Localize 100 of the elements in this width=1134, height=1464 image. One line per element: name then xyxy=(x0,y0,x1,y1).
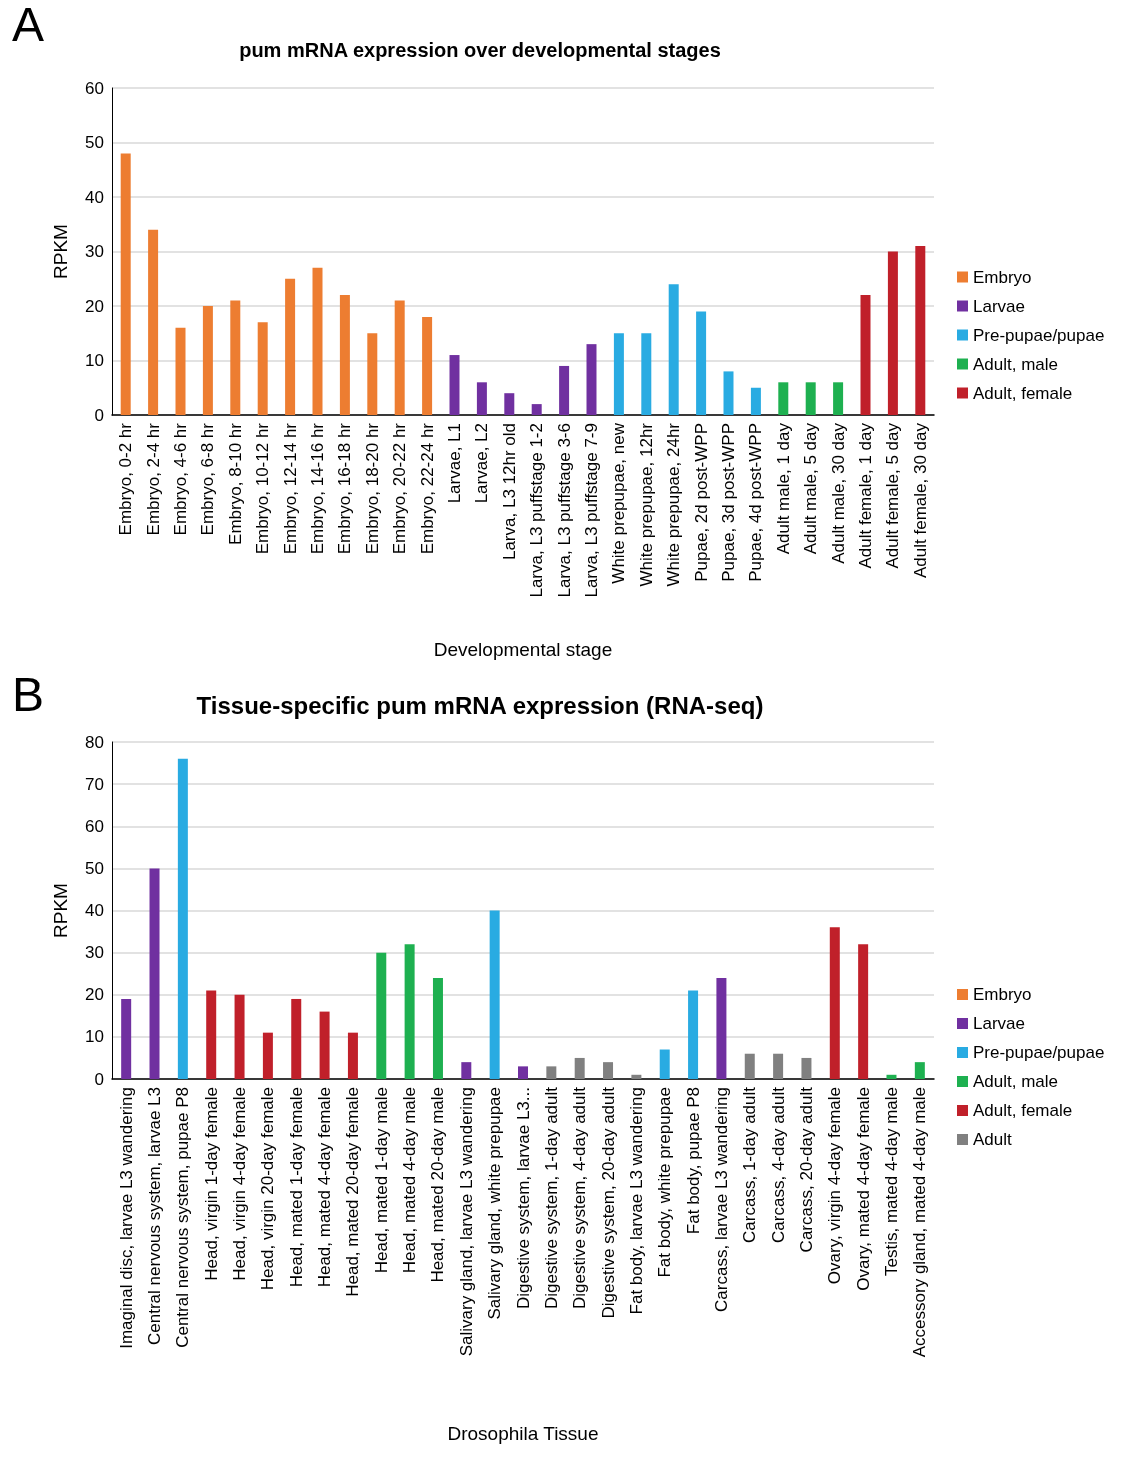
y-tick-label: 30 xyxy=(85,943,104,963)
bar xyxy=(586,344,597,415)
text: A xyxy=(12,0,45,51)
x-tick-label: Head, mated 1-day female xyxy=(286,1087,306,1288)
y-tick-label: 10 xyxy=(85,1027,104,1047)
x-tick-label: Head, mated 4-day male xyxy=(400,1087,420,1274)
y-tick-label: 50 xyxy=(85,133,104,152)
bar xyxy=(858,944,869,1079)
x-tick-label: Adult female, 30 day xyxy=(910,422,930,578)
bar xyxy=(531,404,542,415)
x-tick-label: Testis, mated 4-day male xyxy=(881,1087,901,1276)
x-tick-label: Carcass, larvae L3 wandering xyxy=(711,1087,731,1312)
bar xyxy=(504,393,515,415)
x-tick-label: Adult male, 1 day xyxy=(773,422,793,555)
x-tick-label: Head, virgin 20-day female xyxy=(258,1087,278,1291)
y-tick-label: 30 xyxy=(85,242,104,261)
x-tick-label: Larva, L3 puffstage 7-9 xyxy=(582,423,601,598)
bar xyxy=(805,382,816,415)
x-tick-label: Salivary gland, larvae L3 wandering xyxy=(456,1087,476,1357)
x-tick-label: Adult male, 5 day xyxy=(801,422,821,555)
x-tick-label: Embryo, 14-16 hr xyxy=(308,422,327,555)
bar xyxy=(696,311,707,415)
bar xyxy=(668,284,679,415)
x-axis-title: Developmental stage xyxy=(433,639,613,660)
bar xyxy=(829,927,840,1079)
x-tick-label: Central nervous system, larvae L3 xyxy=(145,1087,165,1345)
bar xyxy=(750,387,761,415)
x-tick-label: Accessory gland, mated 4-day male xyxy=(910,1087,930,1358)
bar xyxy=(175,327,186,415)
x-tick-label: Embryo, 16-18 hr xyxy=(335,422,355,555)
x-tick-label: Adult male, 30 day xyxy=(828,422,848,564)
x-tick-label: Embryo, 4-6 hr xyxy=(171,422,190,536)
bar xyxy=(432,977,443,1079)
bar xyxy=(489,910,500,1079)
bar xyxy=(723,371,734,415)
bar xyxy=(773,1053,784,1079)
bar xyxy=(860,295,871,415)
bar xyxy=(257,322,268,415)
bar xyxy=(404,944,415,1079)
x-tick-label: Embryo, 20-22 hr xyxy=(390,422,410,555)
x-tick-label: Pupae, 2d post-WPP xyxy=(691,423,711,582)
x-tick-label: Larva, L3 puffstage 1-2 xyxy=(527,423,547,598)
bar xyxy=(149,868,160,1079)
x-tick-label: Fat body, pupae P8 xyxy=(683,1087,703,1235)
bar xyxy=(230,300,241,415)
legend-label: Adult, male xyxy=(973,1072,1059,1091)
x-tick-label: Digestive system, 20-day adult xyxy=(598,1086,618,1319)
legend-label: Larvae xyxy=(973,1014,1025,1033)
x-tick-label: Larva, L3 puffstage 3-6 xyxy=(554,423,574,598)
bar xyxy=(202,306,213,415)
x-tick-label: Head, mated 1-day male xyxy=(371,1087,391,1274)
bar xyxy=(688,990,699,1079)
x-tick-label: Embryo, 6-8 hr xyxy=(198,422,218,536)
chart-title: pum mRNA expression over developmental stages xyxy=(239,39,721,61)
bar xyxy=(886,1074,897,1079)
bar xyxy=(347,1032,358,1079)
bar xyxy=(915,246,926,415)
y-axis-title: RPKM xyxy=(50,224,71,279)
bar xyxy=(262,1032,273,1079)
bar xyxy=(339,295,350,415)
x-tick-label: Head, mated 4-day female xyxy=(315,1087,335,1288)
legend-label: Adult xyxy=(973,1130,1013,1149)
x-tick-label: Embryo, 0-2 hr xyxy=(116,422,136,536)
y-tick-label: 60 xyxy=(85,816,104,836)
chart-title: Tissue-specific pum mRNA expression (RNA-seq) xyxy=(196,691,764,719)
x-tick-label: Carcass, 4-day adult xyxy=(768,1086,788,1243)
x-tick-label: Adult female, 1 day xyxy=(856,422,875,569)
bar xyxy=(177,758,188,1079)
bar xyxy=(319,1011,330,1079)
y-axis-title: RPKM xyxy=(50,883,71,938)
legend-label: Adult, female xyxy=(973,383,1073,403)
x-tick-label: White prepupae, 24hr xyxy=(664,422,684,587)
bar xyxy=(914,1062,925,1079)
bar xyxy=(376,952,387,1079)
y-tick-label: 20 xyxy=(85,985,104,1005)
text: B xyxy=(12,667,45,721)
bar xyxy=(206,990,217,1079)
x-tick-label: Embryo, 8-10 hr xyxy=(225,422,245,545)
y-tick-label: 80 xyxy=(85,732,104,752)
bar xyxy=(659,1049,670,1079)
legend-label: Embryo xyxy=(973,267,1032,287)
bar xyxy=(631,1074,642,1079)
y-tick-label: 50 xyxy=(85,858,104,878)
x-tick-label: Imaginal disc, larvae L3 wandering xyxy=(116,1087,136,1349)
y-tick-label: 40 xyxy=(85,187,104,207)
legend-label: Pre-pupae/pupae xyxy=(973,325,1105,345)
bar xyxy=(449,355,460,415)
x-tick-label: White prepupae, 12hr xyxy=(636,422,656,587)
bar xyxy=(613,333,624,415)
x-tick-label: Embryo, 12-14 hr xyxy=(280,422,300,555)
y-tick-label: 0 xyxy=(94,1069,104,1089)
bar xyxy=(121,998,132,1079)
x-tick-label: Larvae, L2 xyxy=(472,423,492,504)
bar xyxy=(801,1057,812,1079)
x-tick-label: Head, mated 20-day male xyxy=(428,1087,448,1283)
bar xyxy=(394,300,405,415)
bar xyxy=(518,1066,528,1079)
x-tick-label: Larvae, L1 xyxy=(445,423,464,504)
bar xyxy=(887,251,898,415)
x-tick-label: Fat body, larvae L3 wandering xyxy=(626,1087,646,1315)
